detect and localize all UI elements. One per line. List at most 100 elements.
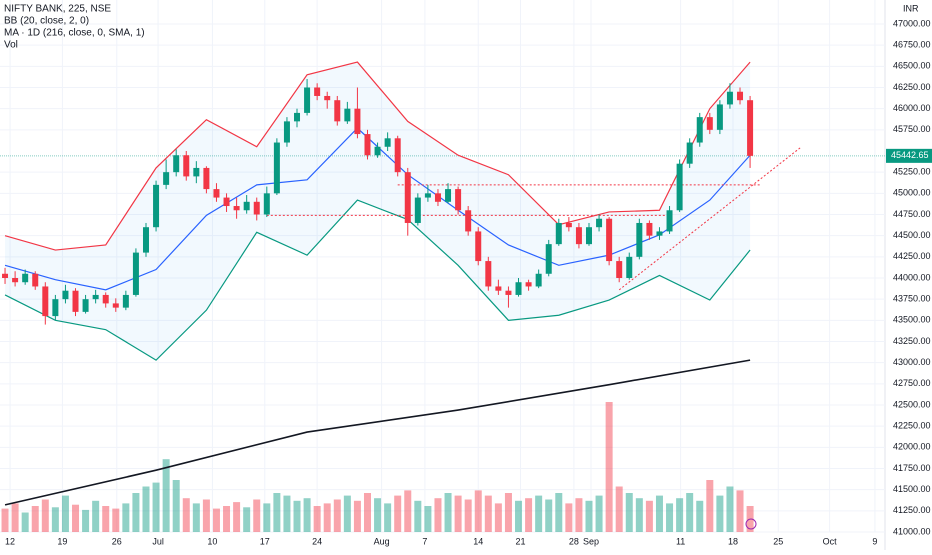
volume-bar: [706, 480, 714, 532]
y-tick-label: 42000.00: [893, 442, 931, 452]
candle-body: [696, 117, 703, 143]
y-tick-label: 45250.00: [893, 167, 931, 177]
volume-bar: [102, 506, 110, 532]
volume-bar: [61, 495, 69, 532]
candle-body: [62, 290, 69, 300]
candle-body: [726, 91, 733, 105]
candle-body: [676, 163, 683, 211]
candle-body: [394, 138, 401, 173]
volume-bar: [575, 498, 583, 532]
candle-body: [92, 294, 99, 300]
x-tick-label: Jul: [152, 536, 164, 546]
x-tick-label: 7: [422, 536, 427, 546]
candle-body: [475, 231, 482, 262]
volume-bar: [374, 498, 382, 532]
candle-body: [414, 197, 421, 223]
event-icon[interactable]: [745, 518, 757, 530]
candle-body: [223, 197, 230, 207]
volume-bar: [182, 498, 190, 532]
volume-bar: [585, 500, 593, 532]
y-tick-label: 42750.00: [893, 378, 931, 388]
indicator-label[interactable]: MA · 1D (216, close, 0, SMA, 1): [4, 28, 145, 39]
candle-body: [485, 261, 492, 287]
y-tick-label: 41250.00: [893, 505, 931, 515]
candle-body: [626, 256, 633, 278]
volume-bar: [243, 507, 251, 532]
candle-body: [2, 273, 9, 278]
volume-bar: [323, 503, 331, 532]
volume-bar: [122, 503, 130, 532]
volume-bar: [363, 493, 371, 532]
volume-bar: [51, 507, 59, 532]
candle-body: [646, 222, 653, 236]
y-tick-label: 44750.00: [893, 209, 931, 219]
candle-body: [596, 218, 603, 228]
candle-body: [112, 303, 119, 308]
candle-body: [273, 142, 280, 194]
volume-bar: [565, 503, 573, 532]
bb-fill: [5, 62, 751, 361]
y-tick-label: 43250.00: [893, 336, 931, 346]
y-tick-label: 42250.00: [893, 421, 931, 431]
candle-body: [193, 167, 200, 177]
candle-body: [32, 273, 39, 287]
volume-bar: [11, 503, 19, 532]
candle-body: [344, 108, 351, 122]
candle-body: [132, 252, 139, 295]
candle-body: [304, 87, 311, 113]
volume-bar: [605, 402, 613, 532]
candle-body: [22, 273, 29, 283]
volume-bar: [625, 493, 633, 532]
candle-body: [656, 231, 663, 236]
currency-label: INR: [903, 3, 919, 13]
x-tick-label: 21: [516, 536, 526, 546]
candle-body: [686, 142, 693, 164]
candle-body: [82, 299, 89, 312]
candle-body: [555, 222, 562, 245]
candle-body: [636, 222, 643, 257]
bb-lower: [4, 199, 751, 361]
indicator-label[interactable]: BB (20, close, 2, 0): [4, 16, 89, 27]
volume-bar: [615, 486, 623, 532]
candle-body: [495, 286, 502, 291]
y-tick-label: 44000.00: [893, 272, 931, 282]
candle-body: [213, 189, 220, 198]
volume-bar: [525, 498, 533, 532]
x-tick-label: Aug: [374, 536, 390, 546]
volume-bar: [494, 503, 502, 532]
x-tick-label: Oct: [823, 536, 838, 546]
x-tick-label: Sep: [583, 536, 599, 546]
volume-bar: [726, 486, 734, 532]
indicator-label[interactable]: Vol: [4, 40, 18, 51]
candle-body: [747, 100, 754, 156]
candle-body: [585, 227, 592, 245]
candle-body: [122, 294, 129, 308]
chart-title: NIFTY BANK, 225, NSE: [4, 4, 111, 15]
candle-body: [706, 117, 713, 130]
candle-body: [294, 112, 301, 122]
volume-bar: [655, 495, 663, 532]
candle-body: [575, 227, 582, 245]
y-tick-label: 47000.00: [893, 18, 931, 28]
volume-bar: [21, 512, 29, 532]
x-tick-label: 17: [260, 536, 270, 546]
volume-bar: [223, 506, 231, 532]
bb-upper: [4, 61, 751, 251]
candle-body: [163, 172, 170, 185]
volume-bar: [595, 495, 603, 532]
volume-bar: [414, 500, 422, 532]
y-tick-label: 46000.00: [893, 103, 931, 113]
candle-body: [384, 138, 391, 147]
candle-body: [142, 227, 149, 253]
x-tick-label: 14: [473, 536, 483, 546]
candle-body: [525, 282, 532, 287]
y-tick-label: 43500.00: [893, 315, 931, 325]
volume-bar: [666, 503, 674, 532]
volume-bar: [132, 493, 140, 532]
volume-bar: [535, 495, 543, 532]
volume-bar: [82, 509, 90, 532]
volume-bar: [263, 503, 271, 532]
candle-body: [183, 155, 190, 177]
